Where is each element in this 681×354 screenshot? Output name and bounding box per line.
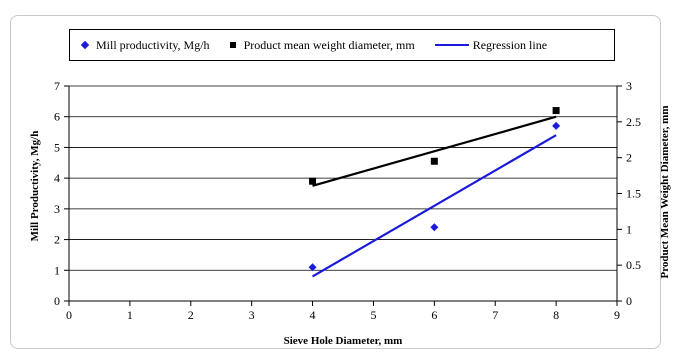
legend: Mill productivity, Mg/h Product mean wei…: [69, 29, 615, 61]
data-point-diamond: [552, 121, 561, 130]
y-right-tick-label: 0: [626, 294, 632, 308]
y-right-tick-label: 3: [626, 79, 632, 93]
x-tick-label: 0: [66, 308, 72, 322]
x-axis-title: Sieve Hole Diameter, mm: [284, 335, 403, 347]
chart-frame: [10, 15, 661, 349]
data-point-square: [552, 107, 560, 115]
line-swatch-icon: [434, 44, 469, 46]
y-left-tick-label: 5: [54, 140, 60, 154]
y-axis-left-title: Mill Productivity, Mg/h: [29, 131, 41, 242]
data-point-square: [430, 157, 438, 165]
legend-item-mean-weight-diameter: Product mean weight diameter, mm: [229, 37, 415, 53]
x-tick-label: 3: [249, 308, 255, 322]
data-point-diamond: [308, 263, 317, 272]
data-points: [308, 107, 561, 272]
x-tick-label: 8: [553, 308, 559, 322]
y-left-tick-label: 7: [54, 79, 60, 93]
x-tick-label: 2: [188, 308, 194, 322]
regression-lines: [312, 115, 557, 278]
y-left-tick-label: 6: [54, 110, 60, 124]
x-tick-label: 6: [431, 308, 437, 322]
y-right-tick-label: 2.5: [626, 115, 641, 129]
y-left-tick-label: 0: [54, 294, 60, 308]
y-left-tick-label: 3: [54, 202, 60, 216]
y-right-tick-label: 0.5: [626, 258, 641, 272]
y-right-tick-label: 1: [626, 222, 632, 236]
regression-line-diameter: [312, 115, 557, 187]
y-left-tick-label: 2: [54, 233, 60, 247]
legend-item-mill-productivity: Mill productivity, Mg/h: [80, 37, 210, 53]
y-right-tick-label: 2: [626, 151, 632, 165]
x-tick-label: 7: [492, 308, 498, 322]
x-tick-label: 4: [310, 308, 316, 322]
grid-layer: [69, 85, 617, 302]
axis-layer: [64, 85, 622, 306]
x-tick-label: 5: [370, 308, 376, 322]
y-left-tick-label: 4: [54, 171, 60, 185]
legend-label: Product mean weight diameter, mm: [243, 37, 415, 52]
regression-line-productivity: [312, 134, 557, 278]
y-left-tick-label: 1: [54, 263, 60, 277]
legend-item-regression-line: Regression line: [434, 37, 548, 53]
legend-label: Mill productivity, Mg/h: [96, 37, 210, 52]
y-right-tick-label: 1.5: [626, 187, 641, 201]
data-point-square: [309, 177, 317, 185]
data-point-diamond: [430, 223, 439, 232]
diamond-marker-icon: [80, 40, 90, 50]
y-axis-right-title: Product Mean Weight Diameter, mm: [659, 105, 671, 278]
legend-label: Regression line: [472, 37, 548, 52]
x-tick-label: 9: [614, 308, 620, 322]
square-marker-icon: [229, 42, 236, 48]
x-tick-label: 1: [127, 308, 133, 322]
